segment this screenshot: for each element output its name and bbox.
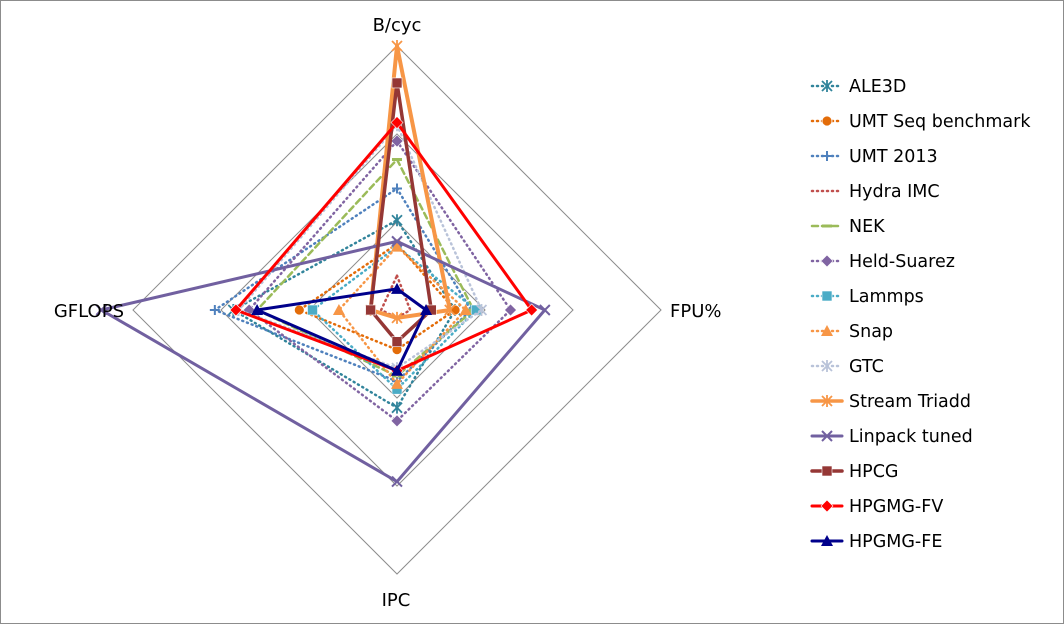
data-point-umt-2013-gflops [209,305,220,315]
grid-ring [308,221,486,399]
series-line-lammps [311,245,478,391]
legend-entry-nek: NEK [810,217,885,237]
data-point-stream-triadd-fpu [444,304,456,316]
data-point-stream-triadd-b-cyc [391,40,403,52]
legend-entry-gtc: GTC [810,357,884,377]
grid-ring [132,45,662,575]
data-point-hpgmg-fv-b-cyc [390,116,404,129]
legend-label-stream-triadd: Stream Triadd [849,392,971,412]
data-point-hpgmg-fe-ipc [391,364,403,376]
radar-grid [132,45,662,575]
legend-marker-hpgmg-fv [820,499,834,513]
legend-label-ale3d: ALE3D [849,77,906,97]
legend-label-hpgmg-fe: HPGMG-FE [849,532,942,552]
legend-marker-held-suarez [820,254,834,268]
legend-entry-snap: Snap [810,322,893,342]
data-point-hpcg-ipc [391,336,403,347]
legend-entry-lammps: Lammps [810,287,924,307]
legend-label-held-suarez: Held-Suarez [849,252,955,272]
data-point-hpgmg-fe-gflops [251,304,264,315]
legend-entry-stream-triadd: Stream Triadd [810,392,971,412]
legend-label-umt-2013: UMT 2013 [849,147,938,167]
series-hpcg [365,77,437,347]
legend-marker-stream-triadd [821,395,833,407]
data-point-linpack-tuned-fpu [539,304,551,316]
legend-entry-held-suarez: Held-Suarez [810,252,955,272]
data-point-lammps-gflops [307,304,318,316]
data-point-held-suarez-b-cyc [390,134,404,148]
data-point-linpack-tuned-gflops [95,304,108,316]
legend-entry-umt-seq-benchmark: UMT Seq benchmark [810,112,1031,132]
data-point-linpack-tuned-ipc [391,475,403,488]
legend-entry-hpgmg-fv: HPGMG-FV [810,497,943,517]
data-point-snap-gflops [332,304,345,315]
series-umt-2013 [209,183,476,387]
data-point-hpcg-gflops [365,304,376,316]
legend-entry-umt-2013: UMT 2013 [810,147,938,167]
data-point-hpgmg-fv-fpu [525,303,539,317]
legend-label-hpgmg-fv: HPGMG-FV [849,497,943,517]
legend-marker-gtc [821,360,833,372]
data-point-snap-fpu [459,304,472,315]
series-line-gtc [237,123,483,370]
data-point-ale3d-b-cyc [391,214,403,227]
legend-entry-ale3d: ALE3D [810,77,906,97]
axis-label-gflops: GFLOPS [54,301,124,322]
series-held-suarez [242,134,517,428]
data-point-snap-ipc [391,377,403,389]
legend-marker-linpack-tuned [821,430,833,442]
legend-marker-ale3d [821,80,833,92]
legend-entry-hydra-imc: Hydra IMC [810,182,940,202]
data-point-stream-triadd-ipc [391,311,403,324]
data-point-umt-2013-b-cyc [392,183,402,194]
data-point-hpcg-b-cyc [391,77,403,89]
legend-label-umt-seq-benchmark: UMT Seq benchmark [849,112,1031,132]
axis-label-fpu: FPU% [670,301,722,322]
series-line-held-suarez [247,139,512,423]
legend-entry-hpgmg-fe: HPGMG-FE [810,532,942,552]
data-point-snap-b-cyc [391,240,403,252]
legend-marker-lammps [821,290,833,302]
data-point-umt-seq-benchmark-gflops [293,304,305,316]
legend-entry-linpack-tuned: Linpack tuned [810,427,973,447]
data-point-ale3d-ipc [391,401,403,414]
legend-marker-hpcg [821,465,833,477]
legend-marker-umt-2013 [822,151,832,161]
data-point-hpgmg-fv-gflops [229,303,243,317]
legend-label-hpcg: HPCG [849,462,899,482]
legend-marker-umt-seq-benchmark [821,115,833,127]
data-point-hpgmg-fe-fpu [420,304,433,315]
data-point-gtc-fpu [475,304,488,316]
legend-label-lammps: Lammps [849,287,924,307]
radar-series [95,40,551,488]
legend-marker-hpgmg-fe [821,535,833,546]
legend-entry-hpcg: HPCG [810,462,899,482]
series-hpgmg-fe [251,282,433,376]
legend-label-snap: Snap [849,322,893,342]
axis-label-ipc: IPC [382,590,411,611]
data-point-linpack-tuned-b-cyc [391,235,403,248]
legend-label-linpack-tuned: Linpack tuned [849,427,973,447]
legend: ALE3D UMT Seq benchmark UMT 2013 Hydra IMC N… [810,77,1031,552]
grid-ring [220,133,574,487]
series-line-linpack-tuned [99,239,547,484]
legend-marker-snap [821,325,833,336]
data-point-held-suarez-fpu [504,303,517,317]
data-point-hpgmg-fe-b-cyc [391,282,403,294]
legend-label-nek: NEK [849,217,885,237]
legend-label-gtc: GTC [849,357,884,377]
axis-label-b-cyc: B/cyc [373,15,422,36]
data-point-held-suarez-ipc [390,414,404,428]
series-snap [332,240,472,389]
series-linpack-tuned [95,235,551,488]
legend-label-hydra-imc: Hydra IMC [849,182,940,202]
